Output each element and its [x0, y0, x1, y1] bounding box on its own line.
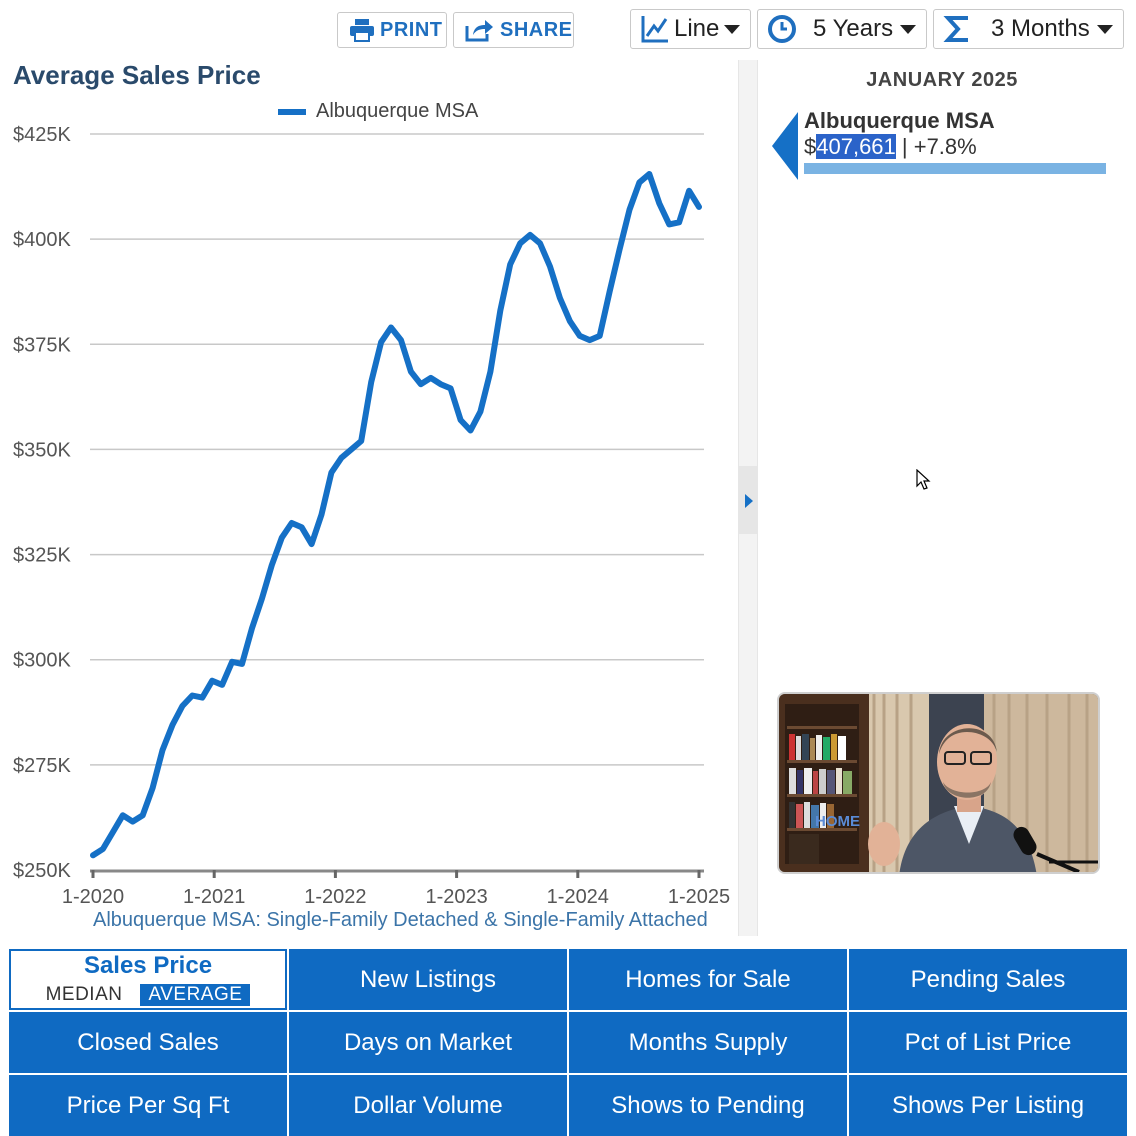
chart-title: Average Sales Price [13, 60, 261, 90]
y-tick-label: $400K [13, 229, 71, 251]
presenter-video[interactable]: HOME [777, 692, 1100, 874]
median-toggle[interactable]: MEDIAN [45, 984, 123, 1005]
video-frame: HOME [779, 694, 1098, 872]
share-label: SHARE [500, 18, 573, 41]
average-toggle[interactable]: AVERAGE [140, 984, 251, 1006]
share-button[interactable]: SHARE [453, 12, 574, 48]
legend-swatch [278, 108, 306, 115]
x-tick-label: 1-2022 [304, 886, 366, 908]
printer-icon [350, 19, 374, 42]
metric-sales-price-label: Sales Price [83, 952, 213, 979]
legend-label: Albuquerque MSA [316, 100, 479, 122]
metric-sales-price[interactable]: Sales Price MEDIAN AVERAGE [9, 949, 287, 1010]
y-tick-label: $325K [13, 545, 71, 567]
metric-closed-sales[interactable]: Closed Sales [9, 1012, 287, 1073]
clock-icon [768, 15, 796, 43]
mouse-cursor-icon [916, 469, 931, 490]
metric-homes-for-sale[interactable]: Homes for Sale [569, 949, 847, 1010]
chart-type-dropdown[interactable]: Line [630, 9, 751, 49]
print-button[interactable]: PRINT [337, 12, 447, 48]
range-value: 5 Years [813, 15, 894, 42]
metric-pct-of-list-price[interactable]: Pct of List Price [849, 1012, 1127, 1073]
rolling-dropdown[interactable]: 3 Months [933, 9, 1124, 49]
metric-price-per-sq-ft[interactable]: Price Per Sq Ft [9, 1075, 287, 1136]
metric-dollar-volume[interactable]: Dollar Volume [289, 1075, 567, 1136]
line-chart[interactable]: $250K $275K $300K $325K $350K $375K $400K $425K… [0, 60, 740, 910]
x-tick-label: 1-2024 [547, 886, 609, 908]
bookshelf [787, 726, 857, 864]
y-tick-label: $275K [13, 755, 71, 777]
panel-change: | +7.8% [895, 134, 977, 159]
panel-currency: $ [804, 134, 817, 159]
metric-shows-to-pending[interactable]: Shows to Pending [569, 1075, 847, 1136]
chevron-down-icon [724, 25, 740, 34]
chevron-down-icon [900, 25, 916, 34]
sigma-icon [943, 16, 968, 42]
rolling-value: 3 Months [991, 15, 1090, 42]
series-line[interactable] [90, 171, 702, 859]
chevron-down-icon [1097, 25, 1113, 34]
y-tick-label: $425K [13, 124, 71, 146]
y-tick-label: $350K [13, 439, 71, 461]
expand-arrow-icon[interactable] [745, 494, 753, 508]
metric-shows-per-listing[interactable]: Shows Per Listing [849, 1075, 1127, 1136]
panel-area-name: Albuquerque MSA [804, 108, 995, 133]
range-dropdown[interactable]: 5 Years [757, 9, 927, 49]
share-icon [465, 20, 493, 42]
y-tick-label: $375K [13, 334, 71, 356]
x-tick-label: 1-2023 [425, 886, 487, 908]
metric-pending-sales[interactable]: Pending Sales [849, 949, 1127, 1010]
x-tick-label: 1-2021 [183, 886, 245, 908]
panel-value-row: $407,661 | +7.8% [804, 134, 977, 160]
chart-type-value: Line [674, 15, 720, 42]
line-chart-icon [641, 16, 668, 43]
home-sign: HOME [815, 813, 860, 830]
microphone [1013, 826, 1098, 872]
presenter [868, 724, 1037, 872]
pointer-arrow-icon [772, 112, 798, 180]
chart-caption: Albuquerque MSA: Single-Family Detached … [93, 909, 708, 931]
x-tick-label: 1-2020 [62, 886, 124, 908]
metric-days-on-market[interactable]: Days on Market [289, 1012, 567, 1073]
metric-months-supply[interactable]: Months Supply [569, 1012, 847, 1073]
chart-legend[interactable]: Albuquerque MSA [278, 100, 478, 123]
x-tick-label: 1-2025 [668, 886, 730, 908]
y-tick-label: $250K [13, 860, 71, 882]
panel-value: 407,661 [816, 134, 896, 159]
panel-value-bar [804, 163, 1106, 174]
metric-new-listings[interactable]: New Listings [289, 949, 567, 1010]
y-tick-label: $300K [13, 650, 71, 672]
print-label: PRINT [380, 18, 443, 41]
selected-month: JANUARY 2025 [866, 69, 1018, 91]
